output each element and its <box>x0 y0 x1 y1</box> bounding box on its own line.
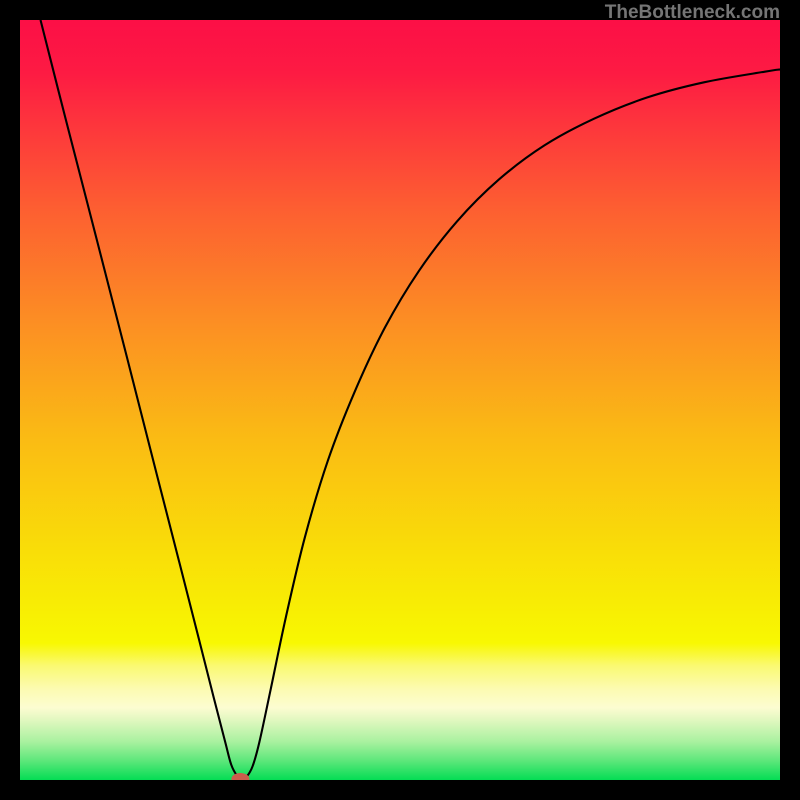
watermark-text: TheBottleneck.com <box>605 2 780 24</box>
chart-plot-area <box>20 20 780 780</box>
chart-frame: TheBottleneck.com <box>0 0 800 800</box>
chart-background <box>20 20 780 780</box>
